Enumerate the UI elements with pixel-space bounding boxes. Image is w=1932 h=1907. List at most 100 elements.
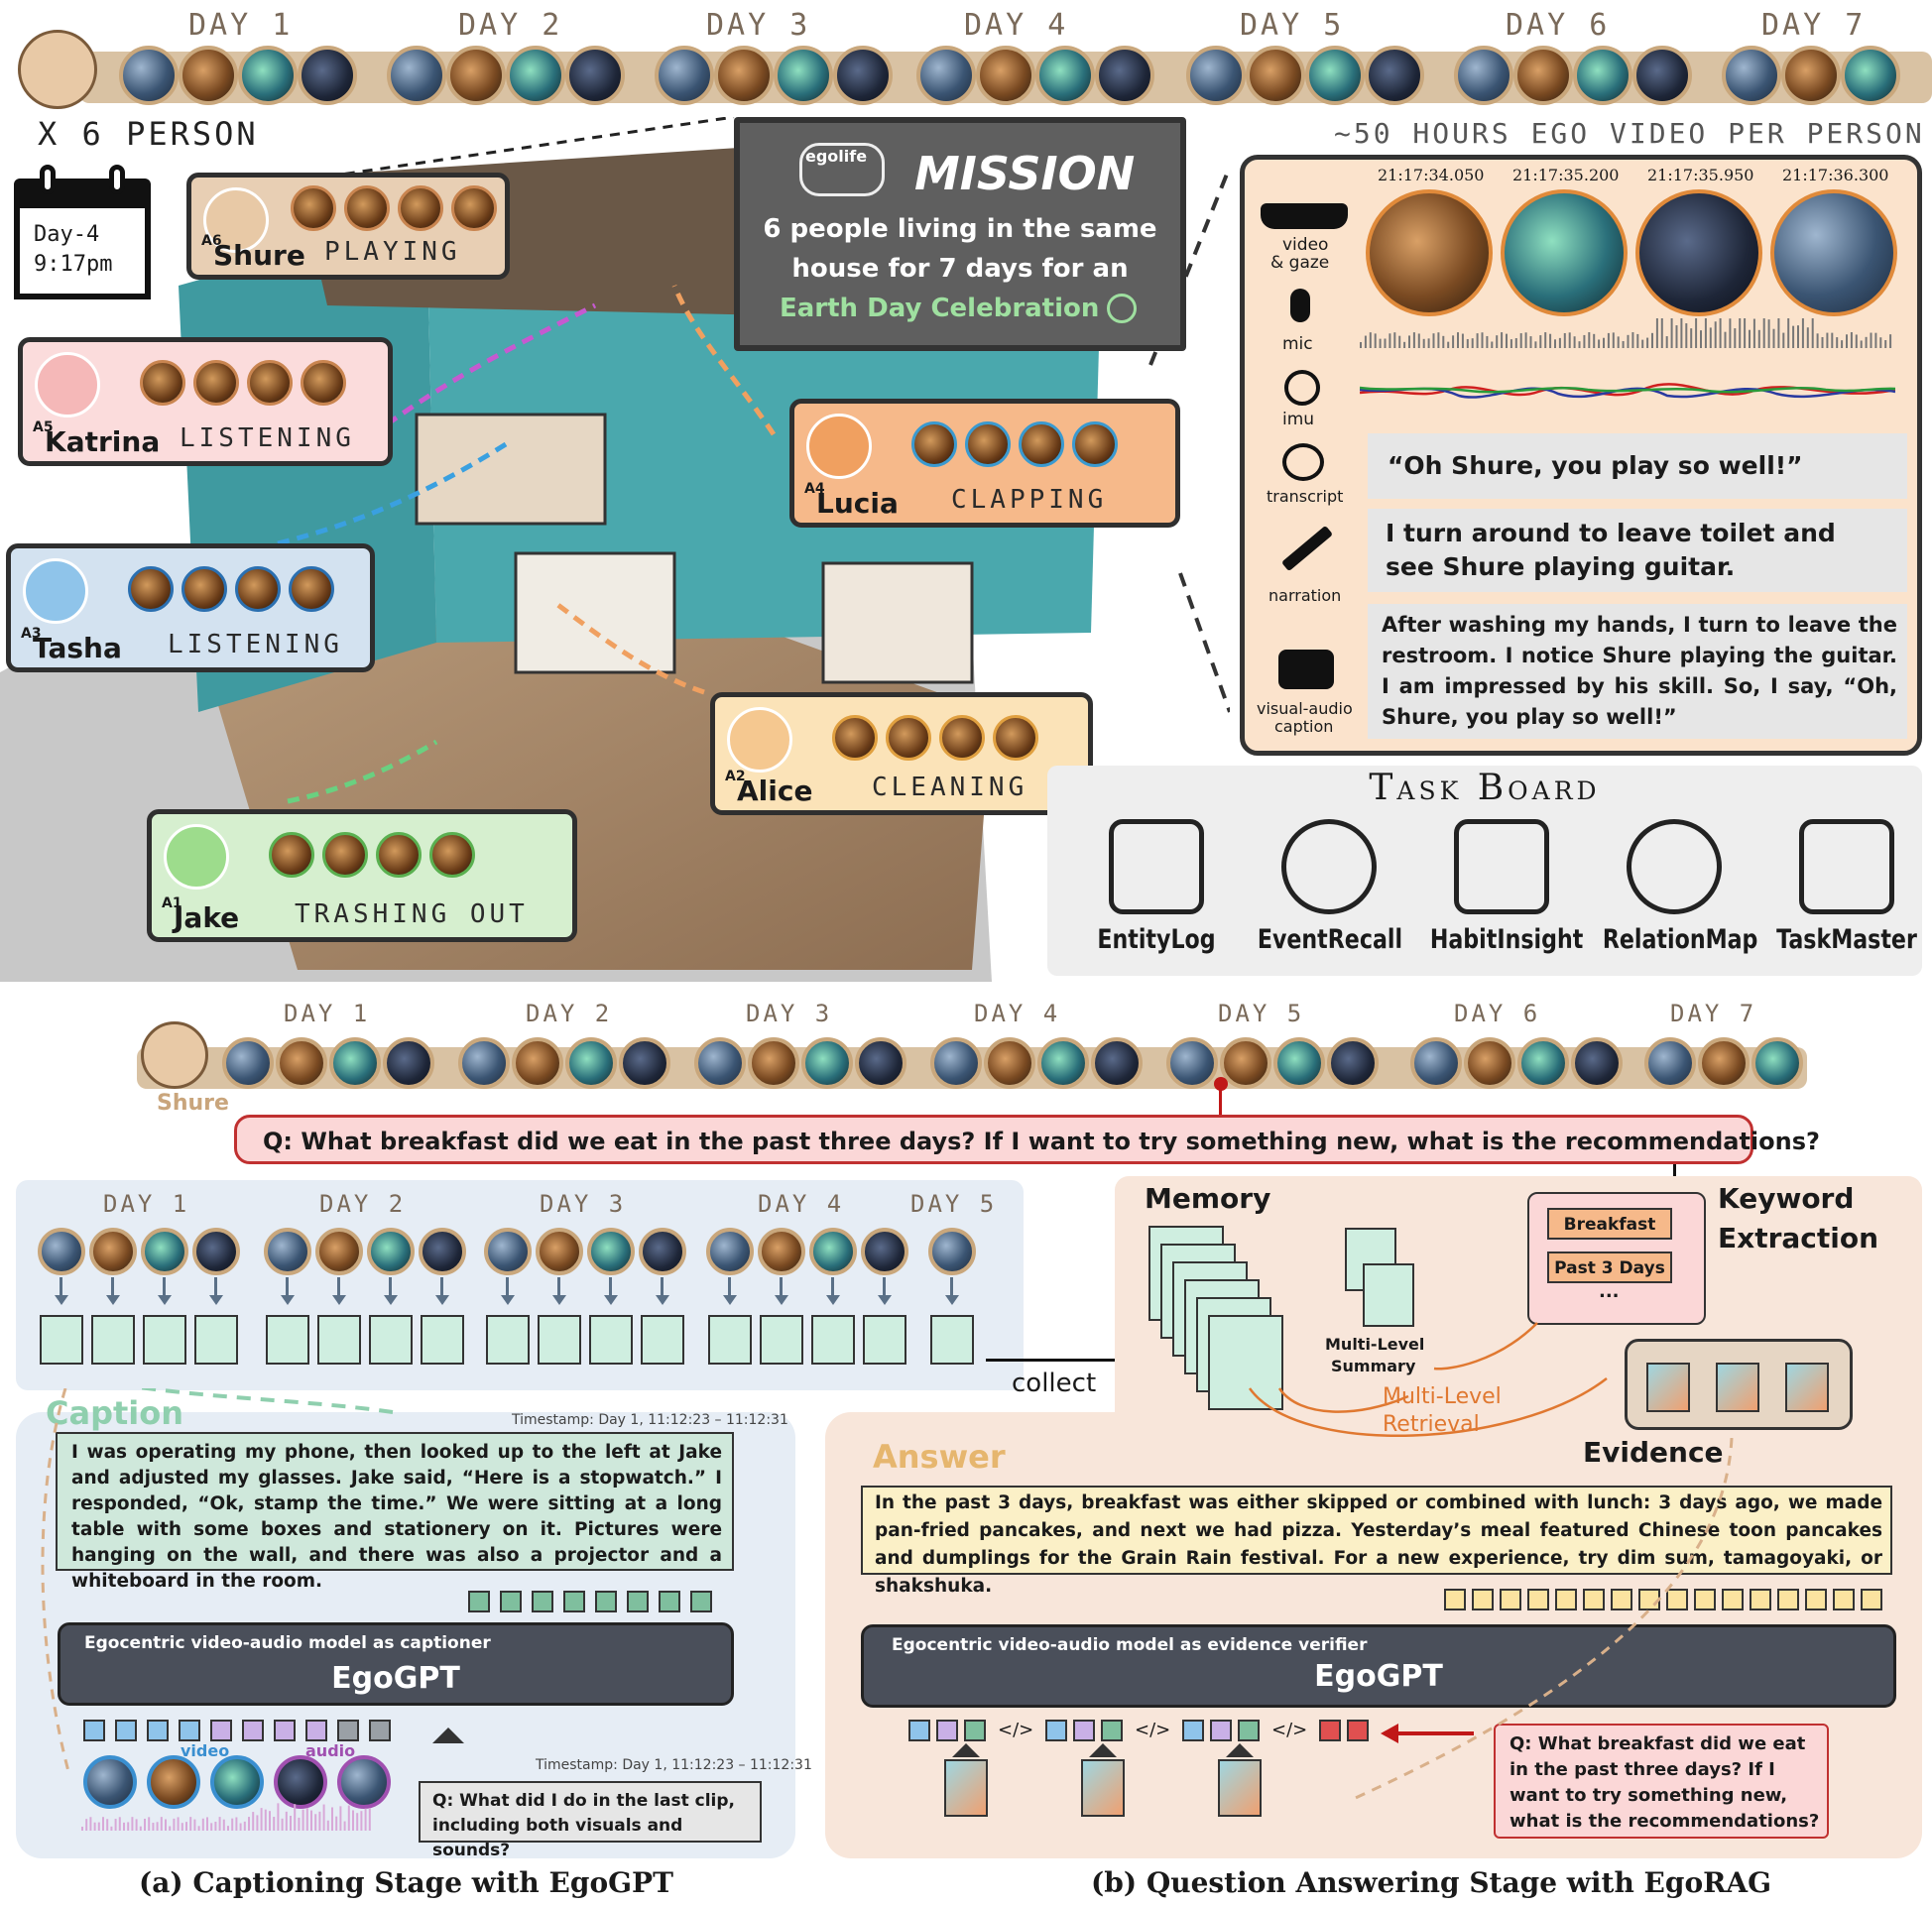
mic-bar <box>1476 333 1479 348</box>
audio-bar <box>118 1817 121 1831</box>
calendar-day: Day-4 <box>34 222 100 247</box>
video-frame <box>192 1228 240 1275</box>
arrow-down-icon <box>384 1295 398 1305</box>
input-token <box>964 1720 986 1741</box>
audio-bar <box>285 1811 288 1831</box>
timeline-marker <box>1214 1077 1228 1091</box>
frame-timestamp: 21:17:35.950 <box>1647 166 1754 184</box>
mic-bar <box>1831 332 1834 348</box>
audio-bar <box>85 1819 88 1831</box>
audio-bar <box>156 1822 159 1831</box>
caption-tile <box>538 1315 581 1365</box>
video-frame <box>141 1228 188 1275</box>
output-token <box>1861 1589 1882 1610</box>
mic-bar <box>1636 333 1639 348</box>
person-card-shure: A6 Shure PLAYING <box>186 173 510 280</box>
shure-avatar <box>18 30 97 109</box>
video-frame <box>861 1228 908 1275</box>
audio-bar <box>356 1813 359 1831</box>
video-frame <box>1035 46 1095 105</box>
person-view-frame <box>128 566 174 612</box>
top-day-label: DAY 5 <box>1240 8 1345 43</box>
mic-bar <box>1617 336 1620 348</box>
video-frame <box>1841 46 1900 105</box>
mic-bar <box>1836 337 1839 348</box>
glasses-icon <box>799 143 885 196</box>
keyword-title-2: Extraction <box>1718 1222 1879 1254</box>
input-token <box>179 1720 200 1741</box>
frame-timestamp: 21:17:35.200 <box>1512 166 1620 184</box>
audio-bar <box>281 1818 284 1831</box>
audio-bar <box>339 1806 342 1831</box>
audio-bar <box>181 1823 183 1831</box>
audio-bar <box>294 1804 297 1831</box>
egogpt-captioner: Egocentric video-audio model as captione… <box>58 1622 734 1706</box>
input-token <box>936 1720 958 1741</box>
sensor-panel: video & gaze mic imu transcript narratio… <box>1240 155 1922 756</box>
mic-bar <box>1442 335 1445 348</box>
person-view-frame <box>965 421 1011 467</box>
caption-tile <box>40 1315 83 1365</box>
evidence-input-tile <box>1218 1759 1262 1817</box>
verifier-subtitle: Egocentric video-audio model as evidence… <box>892 1635 1368 1655</box>
video-frame <box>855 1037 906 1089</box>
video-frame <box>976 46 1035 105</box>
arrow-down-icon <box>158 1295 172 1305</box>
entitylog-icon <box>1109 819 1204 914</box>
gaze-label: & gaze <box>1270 253 1330 273</box>
mic-bar <box>1427 338 1430 348</box>
evidence-input-tile <box>1081 1759 1125 1817</box>
audio-bar <box>352 1810 354 1831</box>
arrow-down-icon <box>501 1295 515 1305</box>
egogpt-verifier: Egocentric video-audio model as evidence… <box>861 1624 1896 1708</box>
arrow-stem <box>950 1277 953 1297</box>
mic-bar <box>1816 333 1819 348</box>
transcript-label: transcript <box>1267 487 1344 506</box>
caption-title: Caption <box>46 1394 184 1432</box>
audio-bar <box>302 1809 304 1831</box>
audio-bar <box>93 1822 96 1831</box>
mic-bar <box>1496 335 1499 348</box>
arrow-down-icon <box>723 1295 737 1305</box>
mic-bar <box>1719 318 1722 348</box>
video-frame <box>774 46 833 105</box>
mic-bar <box>1364 335 1367 348</box>
video-frame <box>930 1037 982 1089</box>
person-name: Shure <box>213 239 305 272</box>
person-activity: LISTENING <box>168 630 343 659</box>
mission-line2: house for 7 days for an <box>791 254 1129 284</box>
mic-bar <box>1675 325 1678 348</box>
output-token <box>1722 1589 1744 1610</box>
video-frame <box>446 46 506 105</box>
audio-bar <box>277 1803 280 1831</box>
qa-question-box: Q: What breakfast did we eat in the past… <box>1494 1724 1829 1839</box>
mic-bar <box>1855 334 1858 348</box>
person-view-frame <box>939 715 985 761</box>
output-token <box>532 1591 553 1612</box>
video-frame <box>1186 46 1246 105</box>
person-name: Alice <box>737 775 813 807</box>
arrow-stem <box>60 1277 62 1297</box>
video-frame <box>1573 46 1632 105</box>
audio-bar <box>152 1823 155 1831</box>
clip-frame <box>337 1755 391 1809</box>
bottom-day-label: DAY 7 <box>1670 1000 1757 1027</box>
input-token <box>1101 1720 1123 1741</box>
mic-bar <box>1670 318 1673 348</box>
mic-bar <box>1767 319 1770 348</box>
taskmaster-icon <box>1799 819 1894 914</box>
arrow-stem <box>661 1277 664 1297</box>
caption-tile <box>266 1315 309 1365</box>
mic-bar <box>1704 318 1707 348</box>
person-card-tasha: A3 Tasha LISTENING <box>6 543 375 672</box>
sensor-frame <box>1366 189 1493 316</box>
clip-timestamp: Timestamp: Day 1, 11:12:23 – 11:12:31 <box>536 1757 812 1773</box>
person-id: A5 <box>33 419 54 435</box>
mic-bar <box>1752 318 1755 348</box>
audio-bar <box>260 1808 263 1831</box>
video-frame <box>565 46 625 105</box>
mic-bar <box>1782 332 1785 348</box>
globe-icon <box>1107 294 1137 323</box>
mission-line1: 6 people living in the same <box>763 214 1157 244</box>
arrow-stem <box>831 1277 834 1297</box>
